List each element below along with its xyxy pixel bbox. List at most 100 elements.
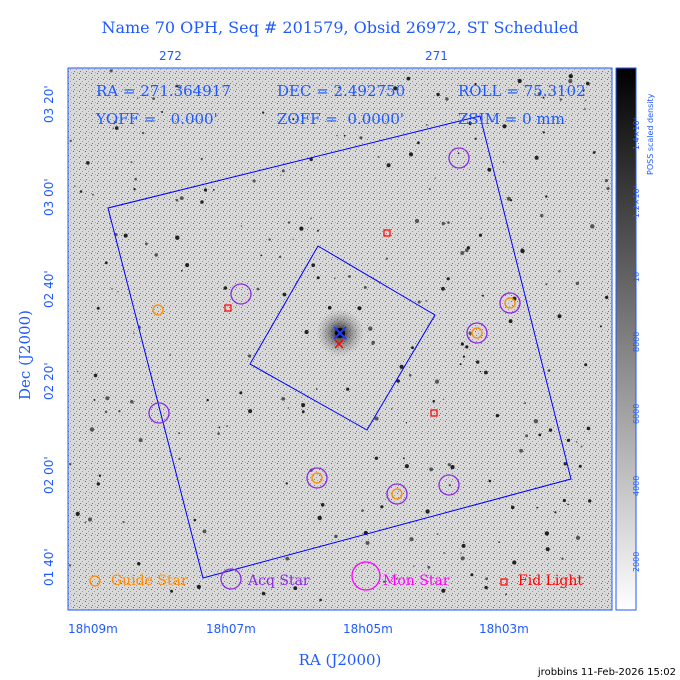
field-star <box>558 270 561 273</box>
field-star <box>99 93 101 95</box>
field-star <box>285 482 288 485</box>
colorbar-tick: 1.4×10⁴ <box>632 117 641 150</box>
field-star <box>200 200 204 204</box>
field-star <box>109 69 113 73</box>
field-star <box>533 419 539 424</box>
field-star <box>443 398 445 400</box>
field-star <box>450 465 455 470</box>
target-marker <box>333 326 347 340</box>
field-star <box>441 588 446 593</box>
field-star <box>405 422 408 424</box>
field-star <box>406 76 411 81</box>
x-axis-tick: 18h07m <box>206 622 256 636</box>
field-star <box>112 127 115 129</box>
field-star <box>548 428 553 432</box>
field-star <box>319 598 322 602</box>
field-star <box>432 400 436 403</box>
field-star <box>311 263 316 268</box>
field-star <box>568 74 573 79</box>
field-star <box>74 185 76 187</box>
field-star <box>502 161 505 163</box>
field-star <box>592 151 596 154</box>
info-zsim: ZSIM = 0 mm <box>458 110 565 128</box>
field-star <box>408 374 412 377</box>
field-star <box>463 541 465 543</box>
legend-guide-icon <box>89 575 101 587</box>
field-star <box>134 177 137 181</box>
field-star <box>181 270 183 272</box>
y-axis-tick: 01 40' <box>42 548 56 586</box>
field-star <box>447 221 450 224</box>
field-star <box>512 560 517 565</box>
field-star <box>484 370 488 375</box>
field-star <box>583 89 585 92</box>
field-star <box>260 254 263 257</box>
field-star <box>217 432 220 435</box>
field-star <box>562 498 567 503</box>
field-star <box>445 97 449 101</box>
field-star <box>77 370 79 372</box>
field-star <box>462 355 465 358</box>
field-star <box>179 196 184 201</box>
legend-acq-icon <box>220 568 242 590</box>
field-star <box>575 441 578 443</box>
field-star <box>425 509 430 514</box>
field-star <box>443 552 445 554</box>
acq-star <box>499 292 521 314</box>
field-star <box>495 413 500 418</box>
offset-marker <box>334 339 344 349</box>
field-star <box>460 342 464 346</box>
field-star <box>479 370 482 373</box>
field-star <box>436 92 440 97</box>
field-star <box>365 540 370 545</box>
field-star <box>391 408 393 410</box>
field-star <box>470 573 474 577</box>
field-star <box>517 78 522 84</box>
y-axis-tick: 02 40' <box>42 270 56 308</box>
field-star <box>428 188 431 191</box>
field-star <box>588 499 592 503</box>
field-star <box>348 275 351 278</box>
field-star <box>484 585 488 590</box>
colorbar-tick: 10⁴ <box>632 268 641 282</box>
field-star <box>487 167 492 172</box>
field-star <box>561 557 564 560</box>
field-star <box>206 398 209 402</box>
field-star <box>304 329 309 335</box>
field-star <box>461 543 466 548</box>
field-star <box>282 292 287 297</box>
field-star <box>117 291 119 293</box>
info-roll: ROLL = 75.3102 <box>458 82 586 100</box>
field-star <box>474 137 477 140</box>
field-star <box>396 379 400 383</box>
guide-star <box>152 304 164 316</box>
field-star <box>317 229 319 232</box>
field-star <box>310 217 312 220</box>
field-star <box>252 179 256 183</box>
field-star <box>399 364 404 369</box>
fid-light <box>224 304 232 312</box>
field-star <box>547 369 550 372</box>
field-star <box>557 314 562 319</box>
field-star <box>137 97 139 99</box>
field-star <box>118 410 121 413</box>
field-star <box>466 246 471 250</box>
field-star <box>409 537 414 542</box>
field-star <box>178 432 181 435</box>
field-star <box>363 286 367 289</box>
field-star <box>152 97 156 100</box>
y-axis-tick: 02 00' <box>42 456 56 494</box>
acq-star <box>386 483 408 505</box>
field-star <box>385 257 388 260</box>
field-star <box>93 373 98 378</box>
field-star <box>135 117 137 119</box>
field-star <box>104 410 108 414</box>
field-star <box>141 131 145 135</box>
acq-star <box>448 147 470 169</box>
fid-light <box>383 229 391 237</box>
field-star <box>374 456 379 460</box>
acq-star <box>438 474 460 496</box>
x-axis-tick: 18h09m <box>68 622 118 636</box>
field-star <box>96 306 100 310</box>
y-axis-label: Dec (J2000) <box>16 310 34 400</box>
